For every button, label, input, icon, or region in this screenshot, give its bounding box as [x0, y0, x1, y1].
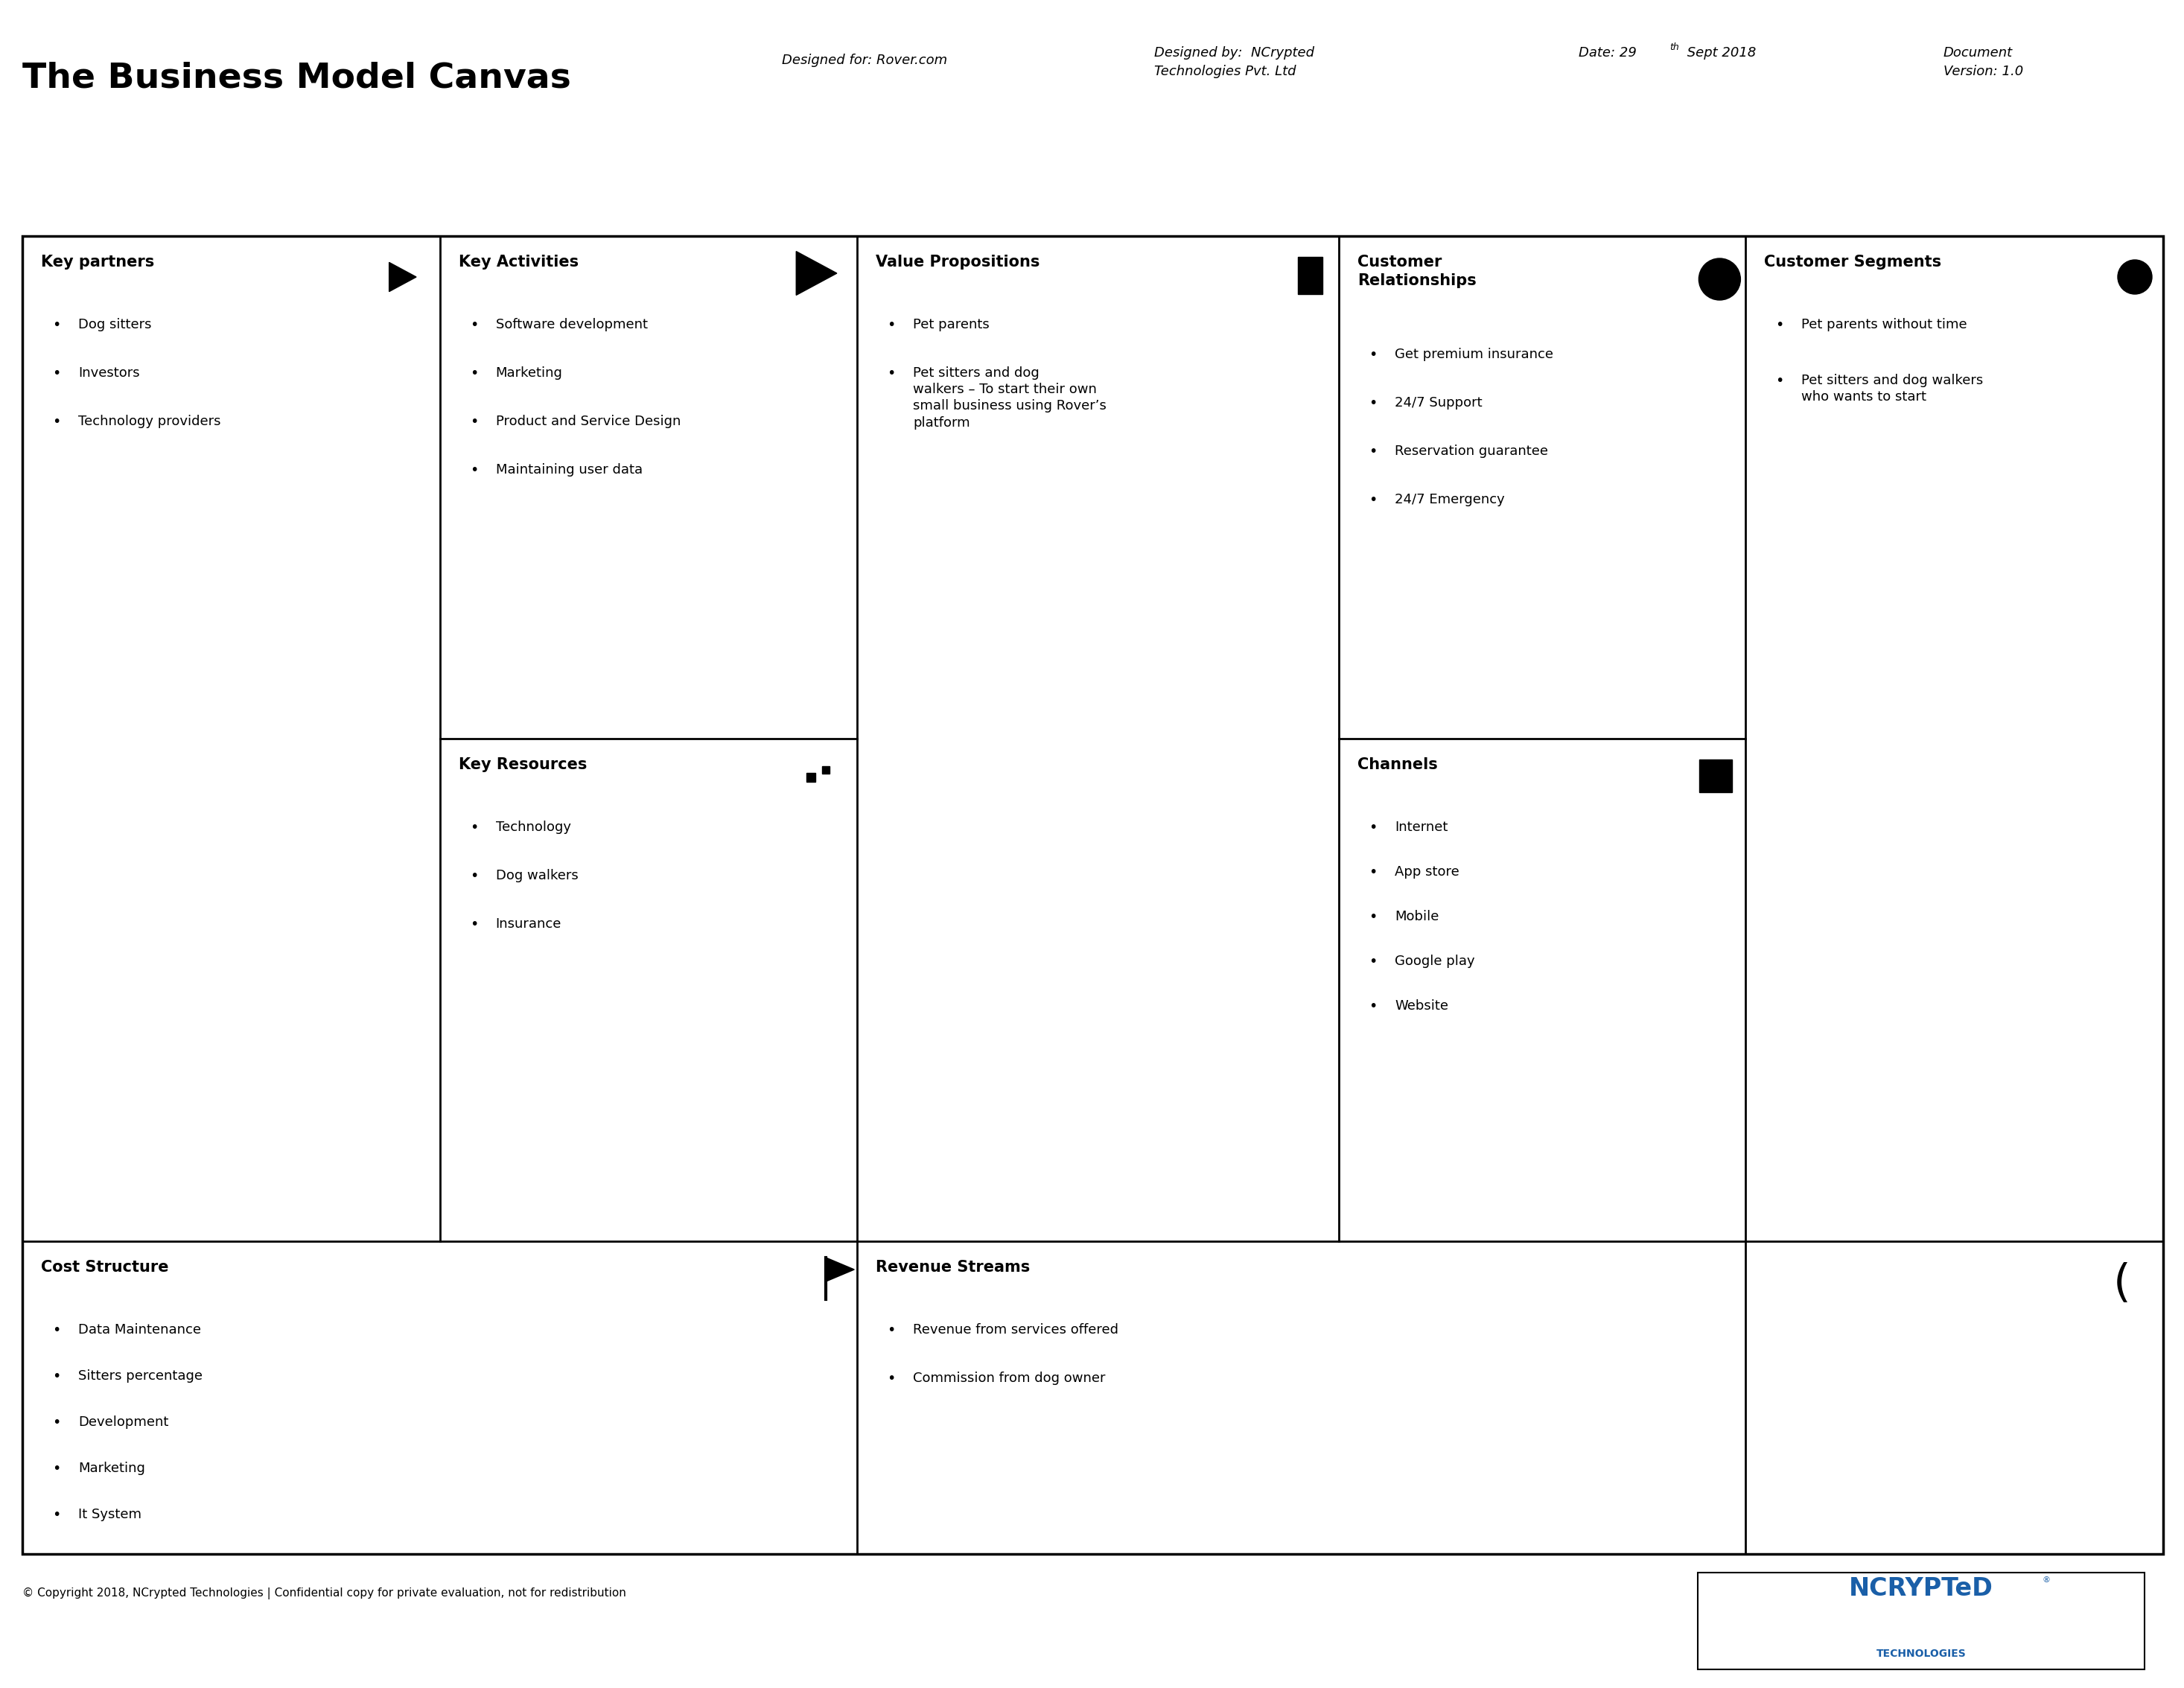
Polygon shape — [1699, 760, 1732, 792]
Text: Google play: Google play — [1396, 955, 1474, 967]
Text: 24/7 Support: 24/7 Support — [1396, 397, 1483, 410]
Text: Get premium insurance: Get premium insurance — [1396, 348, 1553, 361]
Text: •: • — [887, 1372, 895, 1386]
Text: Revenue Streams: Revenue Streams — [876, 1259, 1031, 1274]
Text: •: • — [470, 317, 478, 333]
Text: Internet: Internet — [1396, 820, 1448, 834]
Text: © Copyright 2018, NCrypted Technologies | Confidential copy for private evaluati: © Copyright 2018, NCrypted Technologies … — [22, 1587, 627, 1600]
Text: •: • — [1369, 820, 1378, 834]
Text: TECHNOLOGIES: TECHNOLOGIES — [1876, 1649, 1966, 1659]
Text: Mobile: Mobile — [1396, 910, 1439, 923]
Text: •: • — [1369, 955, 1378, 969]
Text: It System: It System — [79, 1507, 142, 1521]
Text: Pet sitters and dog walkers
who wants to start: Pet sitters and dog walkers who wants to… — [1802, 373, 1983, 403]
Circle shape — [2118, 260, 2151, 294]
Text: •: • — [1369, 444, 1378, 459]
Circle shape — [1699, 258, 1741, 300]
Text: •: • — [52, 1507, 61, 1523]
Text: Key Resources: Key Resources — [459, 758, 587, 771]
Text: •: • — [52, 415, 61, 429]
Text: Technology providers: Technology providers — [79, 415, 221, 429]
Text: Value Propositions: Value Propositions — [876, 255, 1040, 270]
Text: •: • — [470, 463, 478, 478]
Text: Maintaining user data: Maintaining user data — [496, 463, 642, 476]
Text: •: • — [1369, 866, 1378, 879]
Text: Pet parents: Pet parents — [913, 317, 989, 331]
Text: Technology: Technology — [496, 820, 570, 834]
Text: •: • — [470, 415, 478, 429]
Text: Customer
Relationships: Customer Relationships — [1358, 255, 1476, 289]
Text: Marketing: Marketing — [496, 366, 563, 380]
Text: Key partners: Key partners — [41, 255, 155, 270]
Text: •: • — [1369, 397, 1378, 410]
Text: Insurance: Insurance — [496, 917, 561, 930]
Text: •: • — [52, 1462, 61, 1475]
Text: Dog sitters: Dog sitters — [79, 317, 151, 331]
Text: •: • — [470, 917, 478, 932]
Polygon shape — [797, 252, 836, 295]
Text: •: • — [887, 366, 895, 380]
Text: th: th — [1669, 42, 1679, 52]
Text: The Business Model Canvas: The Business Model Canvas — [22, 61, 570, 95]
Text: Dog walkers: Dog walkers — [496, 869, 579, 883]
Text: •: • — [52, 1323, 61, 1337]
Text: Website: Website — [1396, 999, 1448, 1013]
Text: Revenue from services offered: Revenue from services offered — [913, 1323, 1118, 1337]
Polygon shape — [1297, 257, 1324, 294]
Text: Product and Service Design: Product and Service Design — [496, 415, 681, 429]
Text: Pet parents without time: Pet parents without time — [1802, 317, 1968, 331]
Text: Designed by:  NCrypted
Technologies Pvt. Ltd: Designed by: NCrypted Technologies Pvt. … — [1153, 46, 1315, 78]
Text: App store: App store — [1396, 866, 1459, 879]
Text: Document
Version: 1.0: Document Version: 1.0 — [1944, 46, 2022, 78]
Text: •: • — [1369, 999, 1378, 1013]
Text: (: ( — [2114, 1263, 2132, 1307]
Text: •: • — [887, 317, 895, 333]
Text: Channels: Channels — [1358, 758, 1437, 771]
Text: Marketing: Marketing — [79, 1462, 144, 1475]
Text: •: • — [52, 1369, 61, 1384]
Text: Pet sitters and dog
walkers – To start their own
small business using Rover’s
pl: Pet sitters and dog walkers – To start t… — [913, 366, 1107, 429]
Text: Data Maintenance: Data Maintenance — [79, 1323, 201, 1337]
Text: Reservation guarantee: Reservation guarantee — [1396, 444, 1548, 457]
Text: •: • — [52, 366, 61, 380]
Text: Sitters percentage: Sitters percentage — [79, 1369, 203, 1382]
Text: •: • — [1369, 493, 1378, 506]
Text: •: • — [887, 1323, 895, 1337]
Text: •: • — [52, 317, 61, 333]
Text: ®: ® — [2042, 1577, 2051, 1583]
Text: NCRYPTeD: NCRYPTeD — [1850, 1577, 1994, 1600]
Text: Key Activities: Key Activities — [459, 255, 579, 270]
Text: •: • — [52, 1416, 61, 1430]
Text: •: • — [470, 366, 478, 380]
Text: Development: Development — [79, 1416, 168, 1428]
Text: •: • — [1776, 317, 1784, 333]
Polygon shape — [826, 1258, 854, 1281]
Text: •: • — [1776, 373, 1784, 388]
Text: Customer Segments: Customer Segments — [1765, 255, 1942, 270]
Text: Cost Structure: Cost Structure — [41, 1259, 168, 1274]
Text: •: • — [1369, 348, 1378, 361]
Text: Investors: Investors — [79, 366, 140, 380]
Text: Designed for: Rover.com: Designed for: Rover.com — [782, 54, 948, 68]
Text: Sept 2018: Sept 2018 — [1684, 46, 1756, 59]
Text: 24/7 Emergency: 24/7 Emergency — [1396, 493, 1505, 506]
Text: •: • — [470, 820, 478, 834]
Text: Date: 29: Date: 29 — [1579, 46, 1636, 59]
Text: •: • — [1369, 910, 1378, 923]
Text: Commission from dog owner: Commission from dog owner — [913, 1372, 1105, 1384]
Text: Software development: Software development — [496, 317, 646, 331]
Polygon shape — [389, 262, 417, 292]
Text: •: • — [470, 869, 478, 883]
